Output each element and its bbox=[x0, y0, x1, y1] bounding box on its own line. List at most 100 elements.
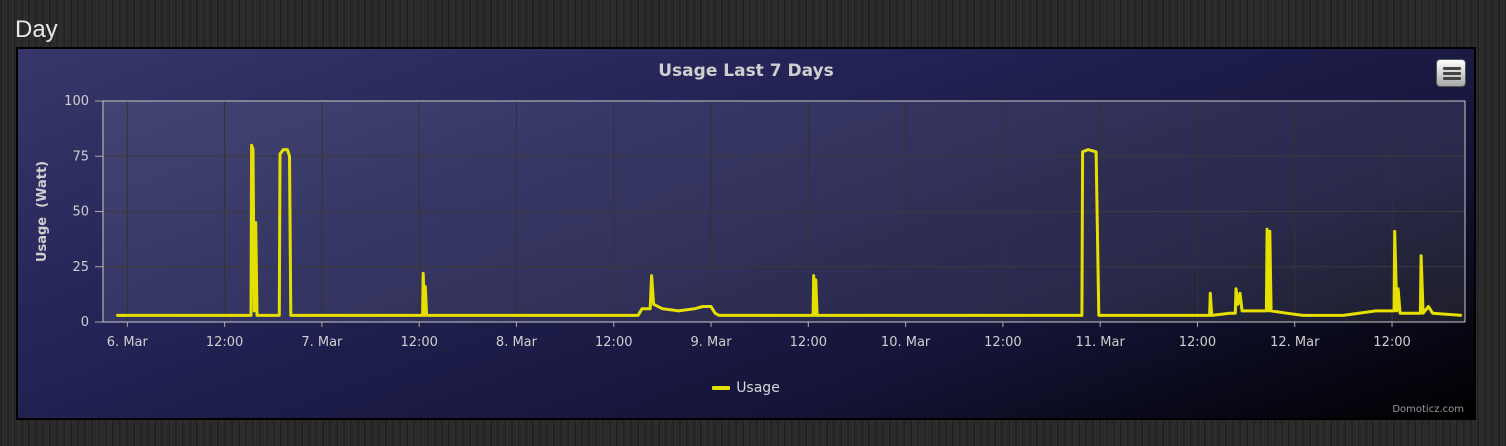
data-point bbox=[812, 314, 814, 316]
data-point bbox=[710, 305, 712, 308]
y-tick-label: 100 bbox=[64, 94, 89, 109]
data-point bbox=[1082, 151, 1084, 153]
credits-link[interactable]: Domoticz.com bbox=[1392, 404, 1464, 415]
data-point bbox=[1394, 230, 1396, 232]
data-point bbox=[321, 314, 323, 316]
chart-title: Usage Last 7 Days bbox=[658, 61, 834, 81]
data-point bbox=[256, 314, 258, 316]
data-point bbox=[467, 314, 469, 316]
x-tick-label: 9. Mar bbox=[690, 335, 732, 350]
data-point bbox=[905, 314, 907, 316]
x-tick-label: 12:00 bbox=[1373, 335, 1410, 350]
y-tick-label: 50 bbox=[72, 205, 89, 220]
x-tick-label: 12:00 bbox=[984, 335, 1021, 350]
chart-plot: 6. Mar 12:00 7. Mar 12:00 8. Mar 12:00 9. Mar 1… bbox=[35, 94, 1466, 350]
x-tick-label: 12:00 bbox=[1179, 335, 1216, 350]
y-tick-label: 0 bbox=[81, 315, 89, 330]
data-point bbox=[759, 314, 761, 316]
data-point bbox=[1211, 314, 1213, 316]
data-point bbox=[678, 310, 680, 312]
data-point bbox=[1396, 310, 1398, 312]
data-point bbox=[653, 303, 655, 305]
data-point bbox=[515, 314, 518, 316]
data-point bbox=[134, 314, 137, 316]
data-point bbox=[426, 314, 428, 316]
data-point bbox=[813, 274, 815, 277]
data-point bbox=[251, 144, 253, 146]
data-point bbox=[423, 314, 426, 316]
data-point bbox=[1268, 310, 1270, 312]
data-point bbox=[1229, 312, 1231, 314]
data-point bbox=[282, 149, 284, 151]
legend-swatch-usage bbox=[712, 386, 731, 390]
data-point bbox=[641, 308, 643, 310]
data-point bbox=[1461, 314, 1463, 316]
x-tick-label: 12:00 bbox=[790, 335, 827, 350]
x-tick-label: 6. Mar bbox=[107, 335, 149, 350]
data-point bbox=[159, 314, 161, 316]
data-point bbox=[1286, 312, 1288, 314]
data-point bbox=[250, 314, 252, 316]
x-tick-label: 12:00 bbox=[400, 335, 437, 350]
data-point bbox=[1148, 314, 1150, 316]
x-tick-label: 12:00 bbox=[206, 335, 243, 350]
data-point bbox=[1050, 314, 1053, 316]
data-point bbox=[816, 314, 818, 316]
data-point bbox=[649, 308, 651, 310]
data-point bbox=[424, 286, 426, 288]
data-point bbox=[1342, 314, 1344, 316]
data-point bbox=[1265, 310, 1267, 312]
data-point bbox=[1209, 292, 1211, 294]
x-tick-label: 12. Mar bbox=[1270, 335, 1320, 350]
data-point bbox=[183, 314, 185, 316]
data-point bbox=[1002, 314, 1004, 316]
data-point bbox=[115, 314, 118, 316]
data-point bbox=[253, 310, 255, 312]
x-tick-label: 7. Mar bbox=[301, 335, 343, 350]
data-point bbox=[1422, 312, 1424, 314]
data-point bbox=[1419, 312, 1422, 314]
y-axis-label: Usage (Watt) bbox=[35, 161, 50, 262]
data-point bbox=[661, 308, 663, 310]
data-point bbox=[288, 155, 291, 157]
y-tick-label: 25 bbox=[72, 260, 89, 275]
data-point bbox=[1087, 149, 1089, 151]
x-tick-label: 11. Mar bbox=[1076, 335, 1126, 350]
legend-item-usage[interactable]: Usage bbox=[712, 380, 780, 396]
data-point bbox=[278, 314, 280, 316]
data-point bbox=[1302, 314, 1304, 316]
data-point bbox=[1098, 314, 1100, 316]
data-point bbox=[1427, 305, 1430, 308]
data-point bbox=[1431, 312, 1434, 314]
data-point bbox=[252, 149, 254, 151]
chart-container: Usage Last 7 Days 6. Mar 12:00 7. Mar 12:00… bbox=[16, 47, 1476, 420]
data-point bbox=[1391, 310, 1393, 312]
chart-menu-button[interactable] bbox=[1436, 59, 1466, 87]
data-point bbox=[361, 314, 364, 316]
chart-legend: Usage bbox=[18, 380, 1474, 396]
data-point bbox=[1270, 310, 1272, 312]
data-point bbox=[694, 308, 696, 310]
data-point bbox=[1095, 151, 1097, 153]
data-point bbox=[1237, 303, 1239, 305]
data-point bbox=[613, 314, 615, 316]
data-point bbox=[814, 314, 816, 316]
data-point bbox=[856, 314, 858, 316]
section-title: Day bbox=[15, 16, 58, 43]
data-point bbox=[953, 314, 955, 316]
data-point bbox=[286, 149, 289, 151]
data-point bbox=[1081, 314, 1083, 316]
data-point bbox=[637, 314, 639, 316]
data-point bbox=[1239, 292, 1241, 294]
data-point bbox=[279, 153, 281, 155]
x-tick-label: 12:00 bbox=[595, 335, 632, 350]
data-point bbox=[1269, 230, 1271, 232]
data-point bbox=[718, 314, 720, 316]
data-point bbox=[1399, 312, 1401, 314]
y-tick-label: 75 bbox=[72, 149, 89, 164]
data-point bbox=[1196, 314, 1199, 316]
data-point bbox=[815, 279, 817, 281]
data-point bbox=[421, 314, 424, 316]
data-point bbox=[255, 221, 257, 224]
data-point bbox=[394, 314, 396, 316]
